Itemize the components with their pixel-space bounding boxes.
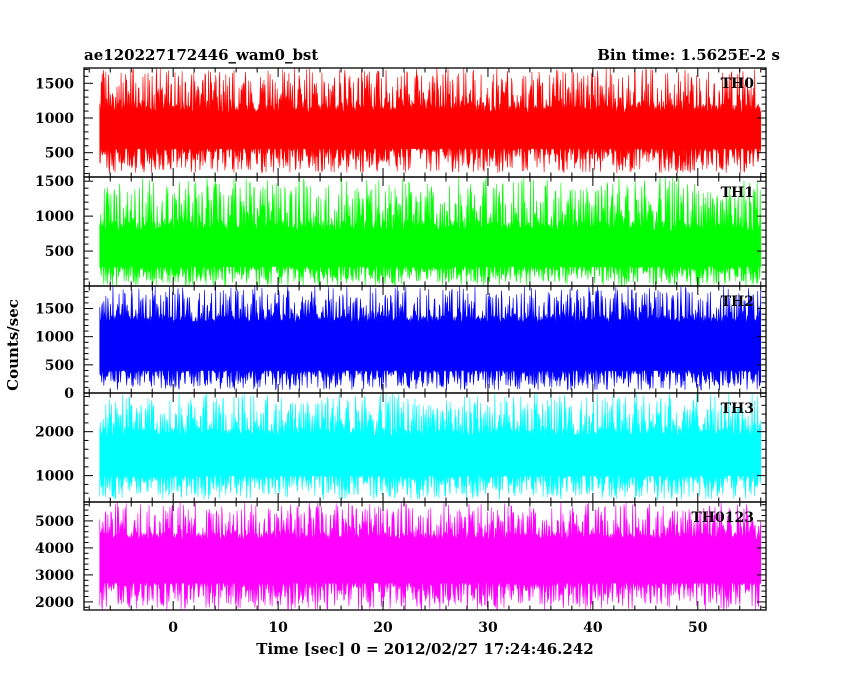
panel-label-th3: TH3 (721, 401, 754, 417)
series-th1-trace (99, 177, 762, 286)
y-tick-label: 2000 (35, 595, 74, 611)
x-tick-label: 0 (168, 620, 178, 636)
panel-th2: 0 500 1000 1500 TH2 (35, 285, 767, 402)
y-tick-label: 500 (45, 146, 74, 162)
y-tick-label: 5000 (35, 514, 74, 530)
y-tick-label: 2000 (35, 425, 74, 441)
title-right: Bin time: 1.5625E-2 s (597, 46, 780, 64)
y-tick-label: 500 (45, 358, 74, 374)
x-tick-label: 10 (268, 620, 288, 636)
y-tick-label: 1500 (35, 302, 74, 318)
y-tick-label: 500 (45, 244, 74, 260)
panel-th0123: 2000 3000 4000 5000 TH0123 (35, 501, 767, 611)
series-th0123-trace (99, 502, 762, 610)
x-tick-label: 40 (583, 620, 603, 636)
y-tick-label: 1000 (35, 330, 74, 346)
y-axis-label: Counts/sec (4, 299, 22, 391)
series-th3-trace (99, 393, 762, 500)
panel-th0: 500 1000 1500 TH0 (35, 67, 767, 178)
panel-label-th1: TH1 (721, 185, 754, 201)
series-th0-trace (99, 68, 762, 174)
y-tick-label: 1500 (35, 76, 74, 92)
y-tick-label: 0 (64, 386, 74, 402)
x-axis-label: Time [sec] 0 = 2012/02/27 17:24:46.242 (256, 640, 593, 658)
y-tick-label: 1500 (35, 174, 74, 190)
title-left: ae120227172446_wam0_bst (84, 46, 318, 64)
y-tick-label: 4000 (35, 541, 74, 557)
panel-label-th0: TH0 (721, 76, 755, 92)
panel-label-th0123: TH0123 (691, 510, 754, 526)
y-tick-label: 1000 (35, 111, 74, 127)
y-tick-label: 3000 (35, 568, 74, 584)
x-tick-label: 20 (373, 620, 393, 636)
panel-th3: 1000 2000 TH3 (35, 392, 767, 503)
panel-label-th2: TH2 (721, 294, 754, 310)
series-th2-trace (99, 286, 762, 391)
y-tick-label: 1000 (35, 209, 74, 225)
x-tick-label: 50 (688, 620, 708, 636)
x-tick-label: 30 (478, 620, 498, 636)
y-tick-label: 1000 (35, 469, 74, 485)
panel-th1: 500 1000 1500 TH1 (35, 174, 767, 287)
